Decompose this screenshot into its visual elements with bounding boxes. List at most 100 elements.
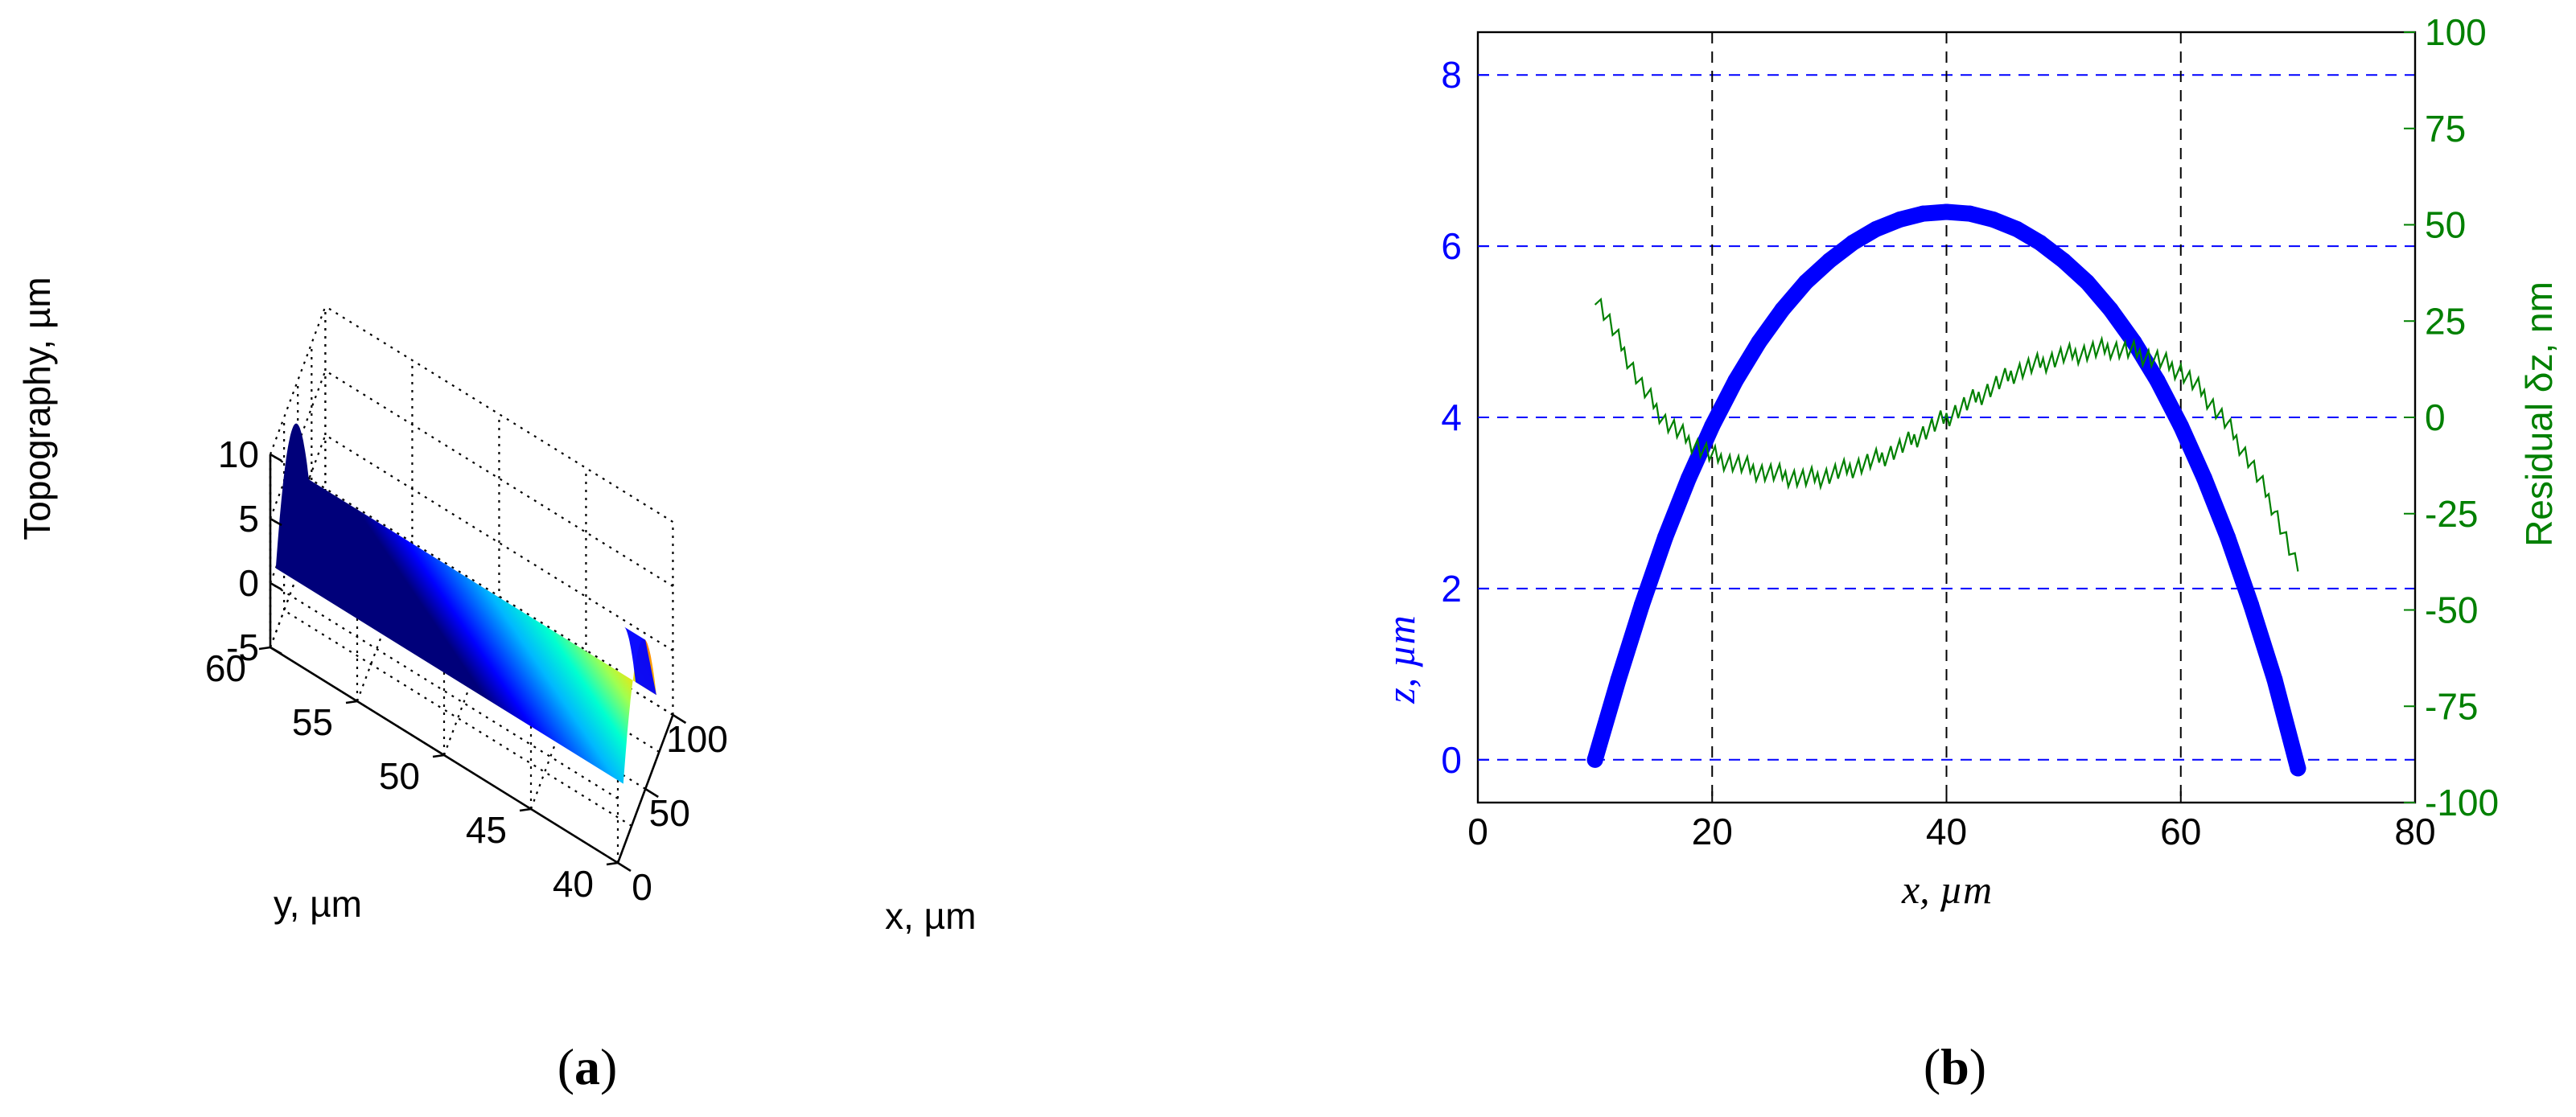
panel-a-tick-labels: 0 50 100 40 45 50 55 60-5 0 5 10 [205, 433, 728, 908]
z-tick-label: -5 [226, 626, 259, 668]
y-right-tick-label: 0 [2425, 396, 2446, 438]
z-tick-label: 0 [238, 562, 259, 604]
y-left-tick-label: 2 [1441, 568, 1462, 610]
topography-point [1633, 597, 1650, 614]
topography-point [2243, 597, 2260, 614]
topography-point [2102, 301, 2119, 318]
panel-b-caption-letter: b [1940, 1038, 1969, 1095]
panel-a-surface [275, 423, 656, 784]
topography-point [1938, 203, 1955, 220]
grid-floor-y [529, 660, 587, 810]
y-left-tick-label: 8 [1441, 54, 1462, 96]
x-tick [617, 861, 632, 873]
grid-side-z [324, 306, 674, 523]
topography-point [2290, 760, 2306, 777]
panel-b-ylabel-left: z, µm [1378, 615, 1423, 704]
y-tick-label: 45 [466, 809, 507, 851]
topography-point [2032, 234, 2048, 251]
x-tick-label: 60 [2160, 811, 2201, 852]
z-tick [270, 646, 282, 655]
y-tick-label: 55 [292, 701, 333, 743]
z-tick-label: 10 [218, 433, 259, 475]
x-tick-label: 0 [1467, 811, 1488, 852]
topography-point [1774, 301, 1791, 318]
panel-a-caption: (a) [558, 1038, 618, 1095]
y-tick-label: 60 [205, 647, 246, 689]
topography-point [1610, 671, 1627, 688]
y-tick-label: 50 [379, 755, 420, 797]
y-left-tick-label: 4 [1441, 396, 1462, 438]
grid-floor-y [442, 606, 500, 756]
y-left-tick-label: 0 [1441, 739, 1462, 781]
x-tick [644, 787, 659, 799]
grid-floor-y [269, 499, 327, 648]
y-right-tick-label: 25 [2425, 300, 2466, 342]
y-right-tick-label: 50 [2425, 204, 2466, 246]
y-tick [432, 754, 445, 758]
topography-point [2079, 273, 2096, 290]
panel-b-line-chart: 0 20 40 60 80 0 2 4 6 8 100 75 50 25 0 -25 -50 -75 -100 x,… [1378, 11, 2560, 1095]
panel-b-tick-labels: 0 20 40 60 80 0 2 4 6 8 100 75 50 25 0 -25 -50 -75 -100 [1441, 11, 2499, 852]
y-tick [258, 646, 271, 651]
topography-point [2172, 417, 2189, 434]
topography-point [2266, 671, 2283, 688]
grid-back-z [269, 306, 327, 455]
panel-b-xlabel: x, µm [1901, 867, 1992, 912]
series-residual [1594, 297, 2299, 572]
panel-a-xlabel: x, µm [885, 895, 976, 937]
panel-b-series [1586, 203, 2306, 777]
surface-top [275, 423, 656, 784]
x-tick-label: 100 [666, 718, 728, 760]
y-right-tick-label: -25 [2425, 493, 2478, 535]
topography-point [1868, 220, 1885, 237]
topography-point [1681, 470, 1697, 487]
grid-floor-y [356, 552, 414, 702]
y-left-tick-label: 6 [1441, 225, 1462, 267]
y-tick [519, 807, 532, 812]
z-tick [270, 453, 282, 462]
x-tick-label: 0 [632, 866, 652, 908]
x-tick-label: 40 [1926, 811, 1967, 852]
topography-point [1845, 234, 1861, 251]
topography-point [2149, 372, 2166, 389]
y-right-tick-label: -75 [2425, 685, 2478, 727]
z-tick [270, 581, 282, 591]
x-tick-label: 80 [2394, 811, 2435, 852]
surface-front-edge [624, 626, 656, 696]
topography-point [1704, 417, 1721, 434]
topography-point [1961, 205, 1978, 222]
topography-point [2195, 470, 2212, 487]
y-right-tick-label: -50 [2425, 589, 2478, 631]
topography-point [1727, 372, 1744, 389]
x-tick-label: 50 [649, 792, 690, 834]
series-topography-profile [1586, 203, 2306, 777]
topography-point [1751, 334, 1767, 351]
panel-b-ylabel-right: Residual δz, nm [2518, 281, 2560, 547]
topography-point [1821, 253, 1837, 269]
topography-point [2055, 253, 2072, 269]
topography-point [2220, 529, 2236, 546]
panel-a-zlabel: Topography, µm [16, 277, 58, 540]
topography-point [2008, 220, 2025, 237]
topography-point [1657, 529, 1673, 546]
topography-point [1586, 751, 1603, 768]
panel-a-caption-letter: a [574, 1038, 600, 1095]
topography-point [1797, 273, 1814, 290]
y-right-tick-label: 100 [2425, 11, 2487, 53]
x-tick [672, 713, 687, 725]
y-tick [345, 700, 358, 704]
z-tick [270, 517, 282, 527]
panel-b-grid [1478, 32, 2415, 803]
grid-back-z [269, 370, 327, 519]
topography-point [1985, 211, 2002, 228]
y-tick [606, 861, 619, 866]
topography-point [1915, 205, 1932, 222]
z-tick-label: 5 [238, 498, 259, 540]
topography-point [1891, 211, 1908, 228]
y-right-tick-label: -100 [2425, 782, 2499, 823]
panel-a-ylabel: y, µm [274, 883, 362, 925]
panel-b-caption: (b) [1924, 1038, 1986, 1095]
y-right-tick-label: 75 [2425, 108, 2466, 150]
y-tick-label: 40 [553, 863, 594, 905]
